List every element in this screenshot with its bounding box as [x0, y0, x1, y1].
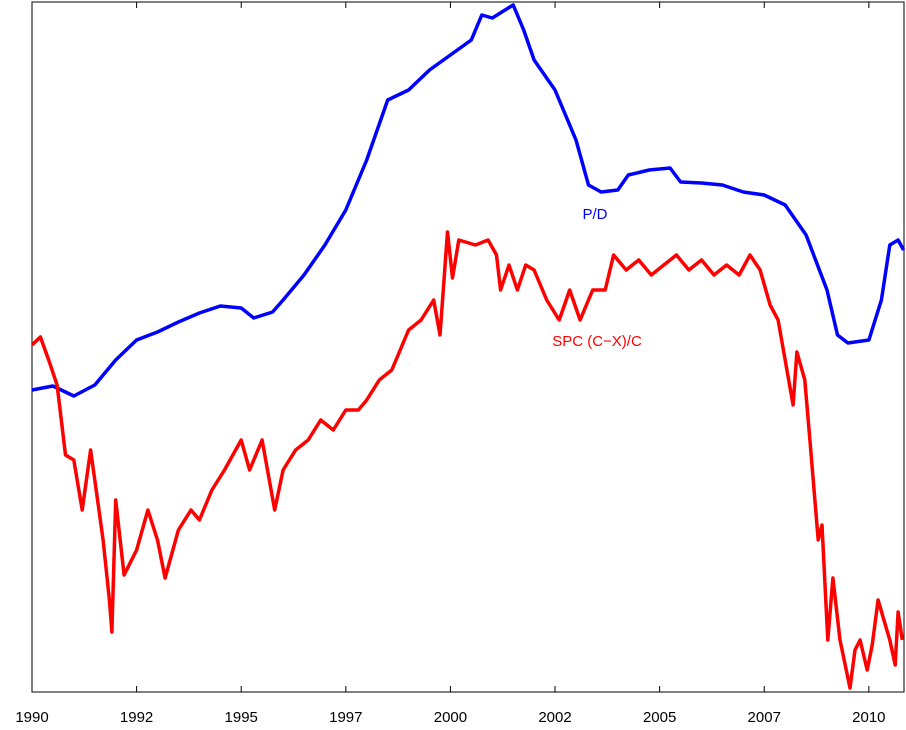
x-tick-label: 2002 — [538, 709, 571, 726]
series-label: SPC (C−X)/C — [552, 333, 642, 350]
x-tick-label: 1997 — [329, 709, 362, 726]
plot-frame — [31, 1, 905, 693]
x-tick-label: 1992 — [120, 709, 153, 726]
series-line — [31, 3, 906, 398]
x-tick-label: 1995 — [225, 709, 258, 726]
x-tick-label: 2005 — [643, 709, 676, 726]
x-tick-label: 2010 — [852, 709, 885, 726]
x-tick-label: 1990 — [15, 709, 48, 726]
x-tick-label: 2000 — [434, 709, 467, 726]
series-line — [30, 230, 905, 690]
series-label: P/D — [582, 206, 607, 223]
x-tick-label: 2007 — [748, 709, 781, 726]
